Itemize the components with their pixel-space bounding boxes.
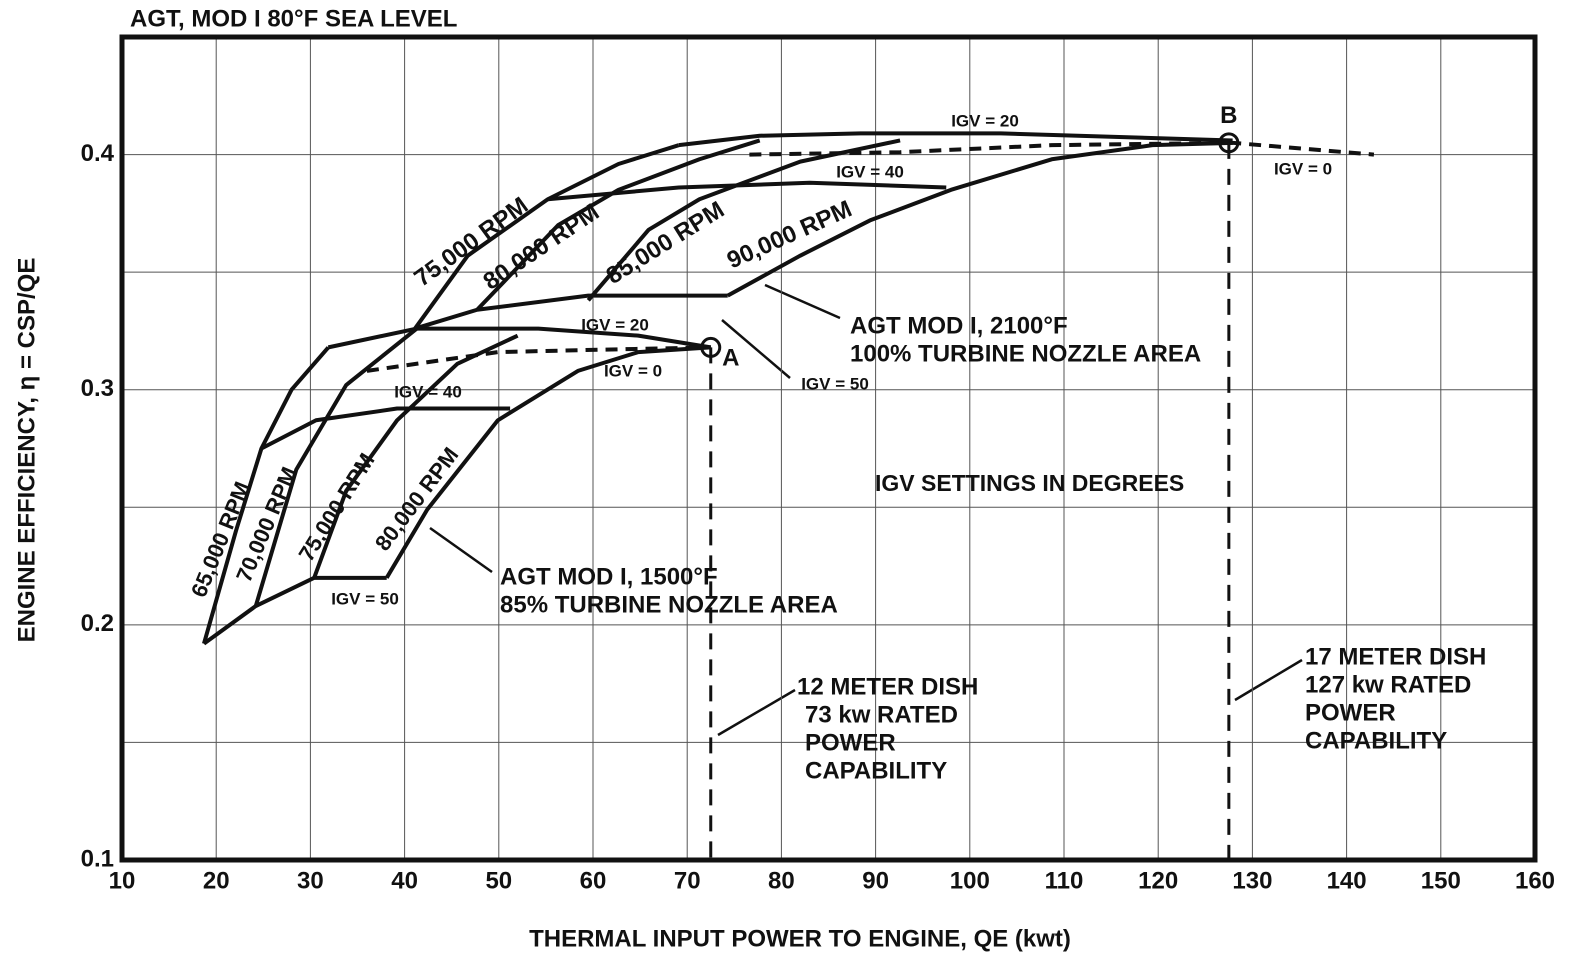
- curve-label: IGV = 20: [951, 111, 1019, 130]
- curve-label: 80,000 RPM: [370, 443, 464, 556]
- x-tick-label: 10: [109, 867, 136, 894]
- x-tick-label: 160: [1515, 867, 1555, 894]
- arrow: [721, 319, 791, 379]
- arrow: [429, 526, 493, 574]
- curve-label: IGV = 50: [801, 374, 869, 393]
- curve: [260, 406, 511, 451]
- y-tick-label: 0.3: [81, 375, 114, 402]
- x-tick-label: 30: [297, 867, 324, 894]
- annotation: 73 kw RATED: [805, 701, 958, 728]
- curve: [202, 575, 387, 646]
- curve-label: 85,000 RPM: [602, 196, 729, 290]
- curve: [475, 138, 761, 312]
- x-tick-label: 80: [768, 867, 795, 894]
- annotation-arrows: [429, 283, 1303, 737]
- curve: [327, 326, 712, 350]
- x-axis-label: THERMAL INPUT POWER TO ENGINE, QE (kwt): [529, 925, 1071, 952]
- annotation: 85% TURBINE NOZZLE AREA: [500, 591, 838, 618]
- x-tick-label: 130: [1232, 867, 1272, 894]
- annotation: AGT MOD I, 2100°F: [850, 312, 1068, 339]
- curve: [312, 333, 519, 579]
- operating-point: [700, 336, 722, 358]
- plot-frame: [119, 34, 1538, 863]
- arrow: [717, 688, 796, 737]
- y-tick-label: 0.1: [81, 845, 114, 872]
- x-tick-label: 140: [1327, 867, 1367, 894]
- x-tick-label: 150: [1421, 867, 1461, 894]
- curve: [749, 140, 1375, 157]
- curve-label: IGV = 40: [394, 382, 462, 401]
- x-tick-label: 60: [580, 867, 607, 894]
- x-tick-label: 20: [203, 867, 230, 894]
- x-tick-label: 120: [1138, 867, 1178, 894]
- x-tick-label: 50: [485, 867, 512, 894]
- annotation: 17 METER DISH: [1305, 643, 1486, 670]
- curve: [547, 180, 947, 202]
- x-tick-label: 40: [391, 867, 418, 894]
- curve: [366, 345, 711, 373]
- annotation: POWER: [1305, 699, 1396, 726]
- curve-label: IGV = 40: [836, 162, 904, 181]
- annotation: 127 kw RATED: [1305, 671, 1471, 698]
- arrow: [764, 283, 841, 320]
- annotation: POWER: [805, 729, 896, 756]
- curve-label: IGV = 50: [331, 589, 399, 608]
- x-tick-label: 70: [674, 867, 701, 894]
- y-axis-label: ENGINE EFFICIENCY, η = CSP/QE: [13, 258, 40, 643]
- curve-label: IGV = 0: [1274, 159, 1332, 178]
- curve-label: IGV = 0: [604, 361, 662, 380]
- y-tick-label: 0.2: [81, 610, 114, 637]
- curve: [384, 345, 711, 579]
- point-label: A: [722, 345, 739, 372]
- curve: [253, 327, 419, 607]
- operating-point: [1218, 132, 1240, 154]
- point-label: B: [1220, 102, 1237, 129]
- x-tick-label: 100: [950, 867, 990, 894]
- y-tick-label: 0.4: [81, 140, 115, 167]
- annotation: 12 METER DISH: [797, 673, 978, 700]
- chart-title: AGT, MOD I 80°F SEA LEVEL: [130, 5, 457, 32]
- arrow: [1234, 658, 1303, 702]
- curve-label: IGV = 20: [581, 315, 649, 334]
- annotation: CAPABILITY: [1305, 727, 1447, 754]
- annotation: 100% TURBINE NOZZLE AREA: [850, 340, 1201, 367]
- curve: [414, 293, 728, 331]
- curve: [678, 131, 1233, 148]
- annotation: CAPABILITY: [805, 757, 947, 784]
- annotation: AGT MOD I, 1500°F: [500, 563, 718, 590]
- x-tick-label: 110: [1045, 867, 1084, 894]
- annotation: IGV SETTINGS IN DEGREES: [875, 470, 1184, 496]
- x-tick-label: 90: [862, 867, 889, 894]
